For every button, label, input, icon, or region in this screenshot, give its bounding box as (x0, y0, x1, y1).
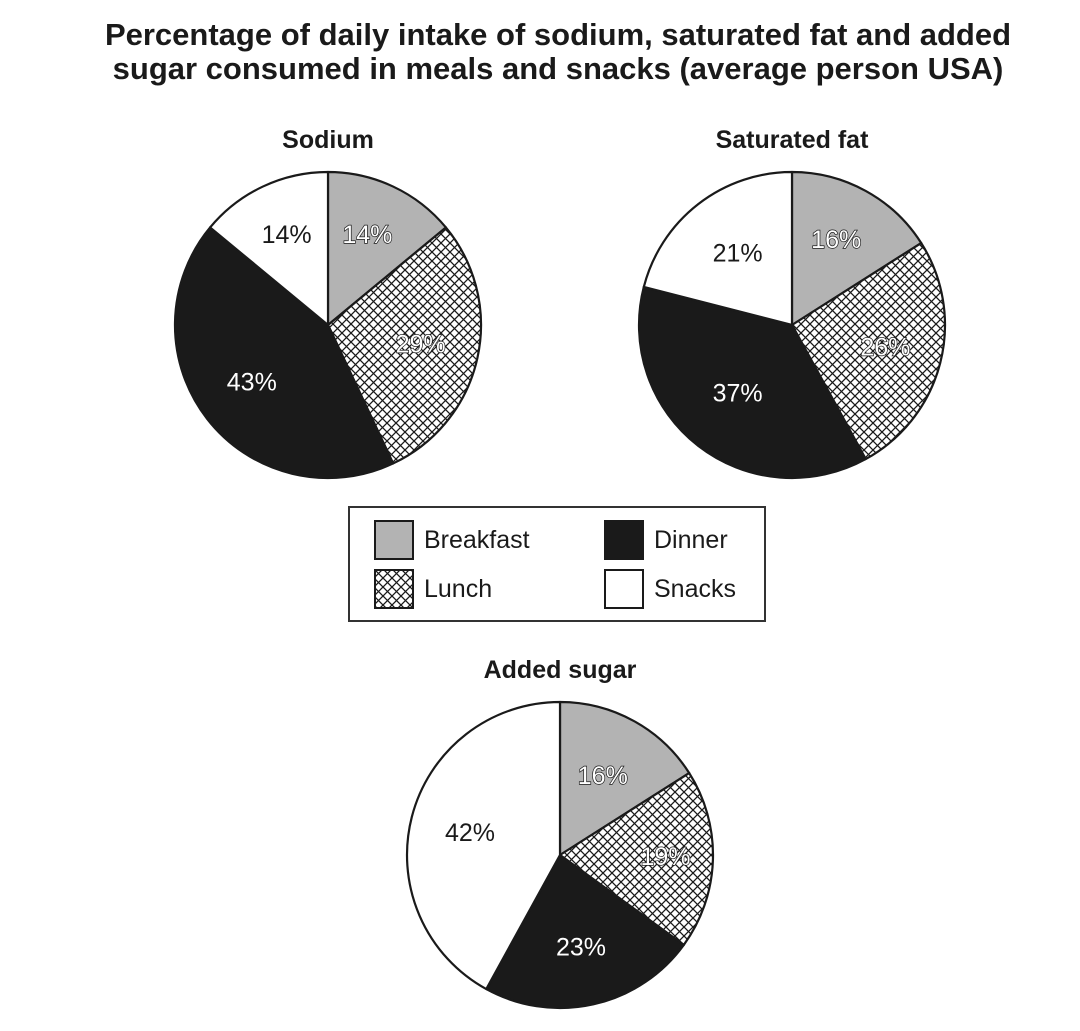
legend-label-dinner: Dinner (654, 525, 728, 554)
slice-added-sugar-lunch (558, 771, 715, 947)
chart-title: Percentage of daily intake of sodium, sa… (0, 18, 1080, 86)
label-saturated-fat-lunch: 26% (860, 334, 910, 362)
slice-saturated-fat-dinner (637, 285, 867, 480)
slice-sodium-breakfast (326, 170, 447, 327)
pie-added-sugar: Added sugar 16% 19% 23% 42% (405, 656, 715, 1010)
slice-added-sugar-dinner (485, 853, 685, 1010)
pie-title-sodium: Sodium (282, 126, 374, 154)
pie-sodium: Sodium 14% 29% 43% 14% (173, 126, 483, 480)
legend-swatch-dinner (604, 520, 644, 560)
legend-label-lunch: Lunch (424, 574, 493, 603)
legend-label-snacks: Snacks (654, 574, 736, 603)
label-saturated-fat-snacks: 21% (713, 240, 763, 268)
legend: Breakfast Dinner Lunch Snacks (348, 506, 766, 622)
label-saturated-fat-dinner: 37% (713, 380, 763, 408)
legend-swatch-breakfast (374, 520, 414, 560)
label-sodium-breakfast: 14% (342, 221, 392, 249)
label-sodium-lunch: 29% (396, 330, 446, 358)
pie-title-added-sugar: Added sugar (484, 656, 637, 684)
label-sodium-dinner: 43% (227, 369, 277, 397)
slice-sodium-snacks (209, 170, 330, 327)
label-sodium-snacks: 14% (262, 221, 312, 249)
pie-saturated-fat: Saturated fat 16% 26% 37% 21% (637, 126, 947, 480)
legend-item-lunch: Lunch (374, 569, 492, 609)
legend-item-dinner: Dinner (604, 520, 728, 560)
slice-saturated-fat-breakfast (790, 170, 923, 327)
slice-added-sugar-breakfast (558, 700, 691, 857)
chart-title-line-2: sugar consumed in meals and snacks (aver… (112, 51, 1004, 86)
legend-swatch-snacks (604, 569, 644, 609)
legend-swatch-lunch (374, 569, 414, 609)
pie-title-saturated-fat: Saturated fat (716, 126, 869, 154)
label-saturated-fat-breakfast: 16% (811, 226, 861, 254)
legend-item-breakfast: Breakfast (374, 520, 530, 560)
slice-added-sugar-snacks (405, 700, 562, 991)
chart-title-line-1: Percentage of daily intake of sodium, sa… (104, 17, 1012, 52)
label-added-sugar-snacks: 42% (445, 819, 495, 847)
label-added-sugar-lunch: 19% (640, 843, 690, 871)
label-added-sugar-breakfast: 16% (578, 762, 628, 790)
label-added-sugar-dinner: 23% (556, 934, 606, 962)
legend-item-snacks: Snacks (604, 569, 736, 609)
slice-sodium-dinner (173, 226, 395, 480)
slice-saturated-fat-snacks (642, 170, 794, 327)
slice-saturated-fat-lunch (790, 241, 947, 461)
legend-label-breakfast: Breakfast (424, 525, 530, 554)
